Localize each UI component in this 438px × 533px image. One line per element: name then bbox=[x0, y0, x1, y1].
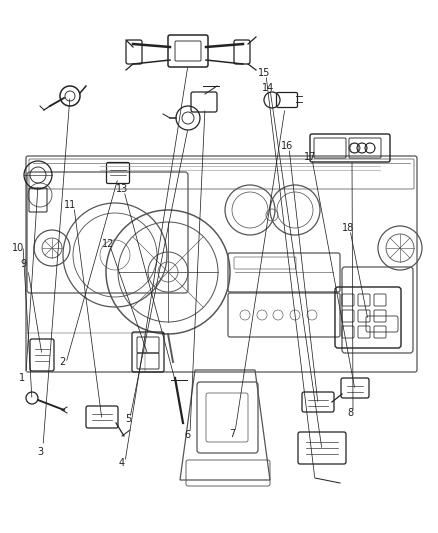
Text: 13: 13 bbox=[116, 184, 128, 194]
Text: 9: 9 bbox=[20, 259, 26, 269]
Text: 4: 4 bbox=[119, 458, 125, 468]
Text: 7: 7 bbox=[229, 429, 235, 439]
Text: 6: 6 bbox=[184, 430, 190, 440]
Text: 10: 10 bbox=[12, 243, 24, 253]
Text: 17: 17 bbox=[304, 152, 316, 162]
Text: 12: 12 bbox=[102, 239, 114, 249]
Text: 14: 14 bbox=[262, 83, 274, 93]
Text: 18: 18 bbox=[342, 223, 354, 233]
Text: 11: 11 bbox=[64, 200, 76, 210]
Text: 15: 15 bbox=[258, 68, 270, 78]
Text: 8: 8 bbox=[347, 408, 353, 418]
Text: 2: 2 bbox=[59, 357, 65, 367]
Text: 16: 16 bbox=[281, 141, 293, 151]
Text: 3: 3 bbox=[37, 447, 43, 457]
Text: 5: 5 bbox=[125, 414, 131, 424]
Text: 1: 1 bbox=[19, 373, 25, 383]
